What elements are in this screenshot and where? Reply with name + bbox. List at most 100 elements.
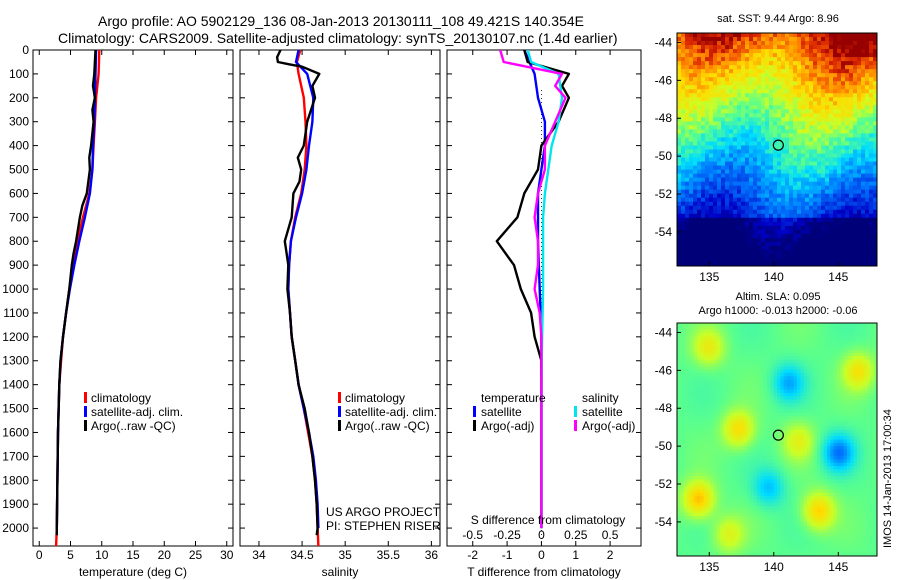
sst-cell (705, 181, 710, 187)
sla-cell (693, 326, 698, 331)
depth-tick-label: 0 (22, 43, 29, 57)
sla-cell (803, 382, 808, 387)
sst-cell (725, 37, 730, 42)
sla-cell (837, 366, 841, 370)
sst-cell (853, 193, 858, 199)
sst-cell (753, 45, 758, 50)
sla-cell (677, 392, 681, 397)
sla-cell (760, 352, 765, 357)
sla-cell (860, 416, 865, 420)
sla-cell (860, 409, 865, 414)
sst-cell (681, 81, 686, 86)
sla-cell (793, 356, 798, 361)
sst-cell (805, 193, 810, 199)
sst-cell (705, 157, 710, 162)
sst-cell (837, 229, 842, 235)
sst-cell (709, 145, 714, 150)
sst-cell (873, 221, 877, 227)
sla-cell (813, 399, 818, 404)
sla-cell (743, 332, 748, 337)
sst-cell (817, 213, 822, 219)
sla-cell (840, 392, 845, 397)
sst-cell (757, 193, 762, 199)
sst-cell (689, 181, 694, 187)
sst-cell (845, 173, 850, 179)
sst-cell (681, 193, 686, 199)
sst-cell (809, 213, 814, 219)
sst-cell (793, 49, 798, 54)
sst-cell (729, 213, 734, 219)
sst-cell (725, 181, 730, 187)
sla-cell (750, 409, 755, 414)
sst-cell (857, 205, 862, 211)
sst-cell (841, 209, 846, 215)
sst-cell (685, 221, 690, 227)
sla-cell (850, 389, 855, 394)
sst-cell (753, 41, 758, 46)
sst-cell (689, 61, 694, 66)
temperature-legend: climatology satellite-adj. clim. Argo(..… (84, 391, 183, 433)
sst-cell (869, 233, 874, 239)
sst-cell (761, 137, 766, 142)
sla-cell (783, 332, 788, 337)
sla-cell (807, 339, 811, 344)
sla-cell (687, 326, 691, 331)
sla-cell (790, 379, 795, 384)
sst-cell (777, 181, 782, 187)
sst-cell (757, 169, 762, 175)
sst-cell (829, 209, 834, 215)
sst-cell (861, 129, 866, 134)
sst-cell (849, 241, 854, 247)
sla-cell (820, 376, 825, 380)
sla-cell (743, 412, 748, 417)
sla-cell (723, 329, 728, 334)
sla-cell (870, 412, 875, 417)
sla-cell (733, 329, 738, 334)
sst-cell (869, 209, 874, 215)
sst-cell (817, 121, 822, 126)
sst-cell (741, 217, 746, 223)
sst-cell (693, 73, 698, 78)
sst-cell (817, 65, 822, 70)
sla-cell (760, 329, 765, 334)
sla-cell (777, 359, 781, 364)
sla-cell (737, 386, 741, 390)
sst-cell (845, 209, 850, 215)
sla-cell (800, 369, 805, 374)
sst-cell (861, 41, 866, 46)
sst-cell (749, 33, 754, 38)
sla-cell (770, 332, 775, 337)
sla-cell (793, 396, 798, 400)
sst-cell (717, 145, 722, 150)
sst-cell (853, 253, 858, 259)
sla-cell (717, 342, 721, 347)
sst-cell (685, 145, 690, 150)
sla-cell (820, 399, 825, 404)
sla-cell (817, 349, 821, 354)
sla-cell (787, 379, 791, 384)
sst-cell (853, 113, 858, 118)
sst-cell (841, 149, 846, 154)
sst-cell (821, 185, 826, 191)
sla-cell (793, 366, 798, 370)
sla-cell (727, 406, 731, 410)
sst-cell (741, 181, 746, 187)
sst-cell (797, 33, 802, 38)
sst-cell (841, 45, 846, 50)
legend-swatch-climatology (338, 392, 341, 403)
sst-cell (801, 53, 806, 58)
sst-cell (685, 109, 690, 114)
sst-cell (773, 45, 778, 50)
sst-cell (857, 165, 862, 170)
sst-cell (865, 237, 870, 243)
sla-cell (740, 362, 745, 367)
sst-cell (865, 77, 870, 82)
sla-cell (720, 386, 725, 390)
sst-cell (849, 209, 854, 215)
sst-cell (817, 209, 822, 215)
sst-cell (825, 237, 830, 243)
sst-cell (773, 57, 778, 62)
sla-cell (753, 386, 758, 390)
sst-cell (729, 205, 734, 211)
sst-cell (861, 209, 866, 215)
